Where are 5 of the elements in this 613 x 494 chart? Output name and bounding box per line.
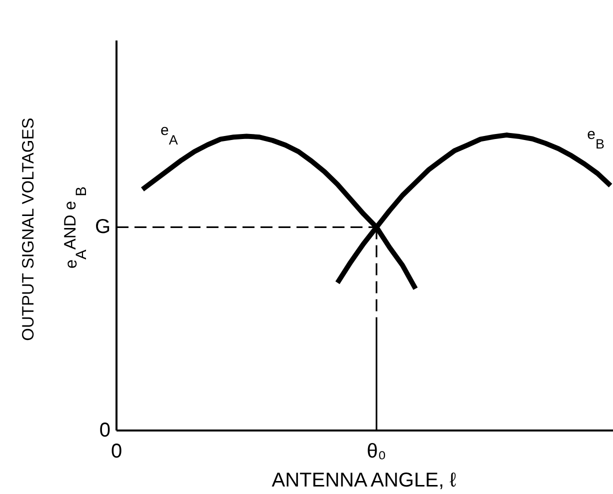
ref-line-label: G [94, 216, 111, 238]
text: 0 [99, 420, 110, 442]
x-tick-label: θ₀ [366, 440, 386, 462]
text: OUTPUT SIGNAL VOLTAGES eA AND eB [20, 118, 90, 341]
x-axis-title: ANTENNA ANGLE, ℓ [272, 470, 457, 492]
